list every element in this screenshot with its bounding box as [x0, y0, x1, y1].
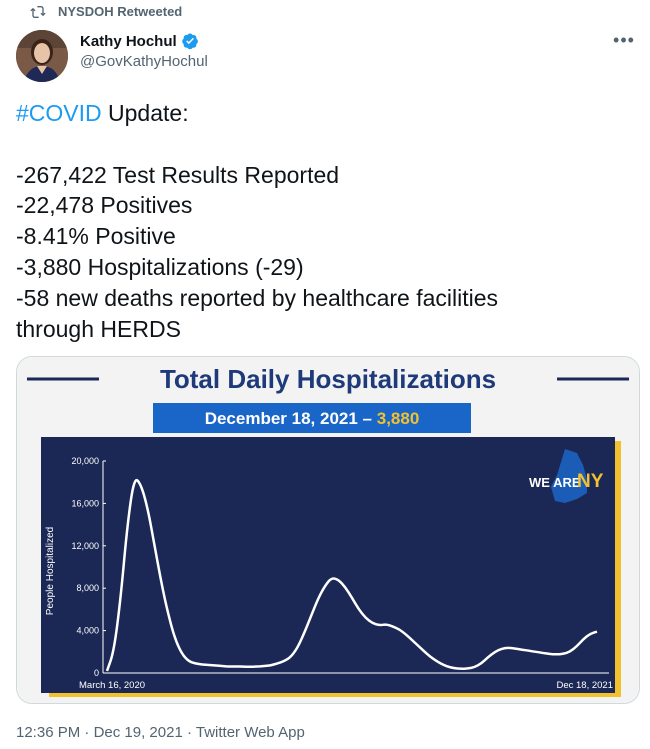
x-label-start: March 16, 2020	[79, 680, 145, 691]
tweet-text: #COVID Update: -267,422 Test Results Rep…	[16, 98, 626, 344]
retweet-header: NYSDOH Retweeted	[30, 4, 182, 19]
y-tick-label: 16,000	[71, 498, 99, 508]
date-banner	[153, 403, 471, 433]
y-axis-label: People Hospitalized	[45, 527, 56, 615]
more-options-icon[interactable]: •••	[613, 29, 635, 50]
retweet-label[interactable]: NYSDOH Retweeted	[58, 4, 183, 19]
hospitalization-series	[105, 478, 598, 672]
we-are-ny-logo: WE ARE NY	[529, 449, 604, 503]
tweet-line: through HERDS	[16, 315, 181, 342]
media-image[interactable]: Total Daily Hospitalizations December 18…	[16, 356, 640, 704]
y-tick-label: 12,000	[71, 541, 99, 551]
graphic-title: Total Daily Hospitalizations	[160, 364, 496, 394]
logo-text-a: WE ARE	[529, 475, 581, 490]
date-banner-text: December 18, 2021 – 3,880	[205, 409, 420, 428]
banner-date: December 18, 2021 –	[205, 409, 372, 428]
tweet-line: -267,422 Test Results Reported	[16, 161, 340, 188]
avatar[interactable]	[16, 30, 68, 82]
logo-text-b: NY	[577, 471, 604, 492]
x-label-end: Dec 18, 2021	[556, 680, 613, 691]
hospitalization-graphic: Total Daily Hospitalizations December 18…	[17, 357, 639, 703]
tweet-line: -8.41% Positive	[16, 223, 176, 250]
banner-value: 3,880	[377, 409, 420, 428]
avatar-image	[16, 30, 68, 82]
tweet-line: -22,478 Positives	[16, 192, 193, 219]
tweet-time[interactable]: 12:36 PM	[16, 724, 81, 741]
y-tick-label: 4,000	[76, 626, 99, 636]
y-tick-label: 8,000	[76, 583, 99, 593]
y-tick-label: 20,000	[71, 456, 99, 466]
tweet-line: -3,880 Hospitalizations (-29)	[16, 253, 304, 280]
meta-separator: ·	[182, 724, 196, 741]
tweet-date[interactable]: Dec 19, 2021	[93, 724, 183, 741]
author-handle[interactable]: @GovKathyHochul	[80, 53, 208, 70]
tweet-spacer	[16, 129, 626, 160]
retweet-icon	[30, 5, 46, 18]
hashtag-link[interactable]: #COVID	[16, 100, 102, 126]
series-line	[105, 478, 598, 672]
author-block: Kathy Hochul @GovKathyHochul	[80, 32, 208, 71]
meta-separator: ·	[80, 724, 94, 741]
y-ticks: 20,000 16,000 12,000 8,000 4,000 0	[71, 456, 106, 678]
tweet-source[interactable]: Twitter Web App	[195, 724, 305, 741]
verified-badge-icon	[181, 33, 198, 50]
y-tick-label: 0	[94, 668, 99, 678]
author-name[interactable]: Kathy Hochul	[80, 32, 177, 50]
headline-text: Update:	[101, 100, 189, 126]
tweet-meta: 12:36 PM · Dec 19, 2021 · Twitter Web Ap…	[16, 724, 305, 741]
tweet-headline: #COVID Update:	[16, 98, 626, 129]
tweet-line: -58 new deaths reported by healthcare fa…	[16, 284, 499, 311]
